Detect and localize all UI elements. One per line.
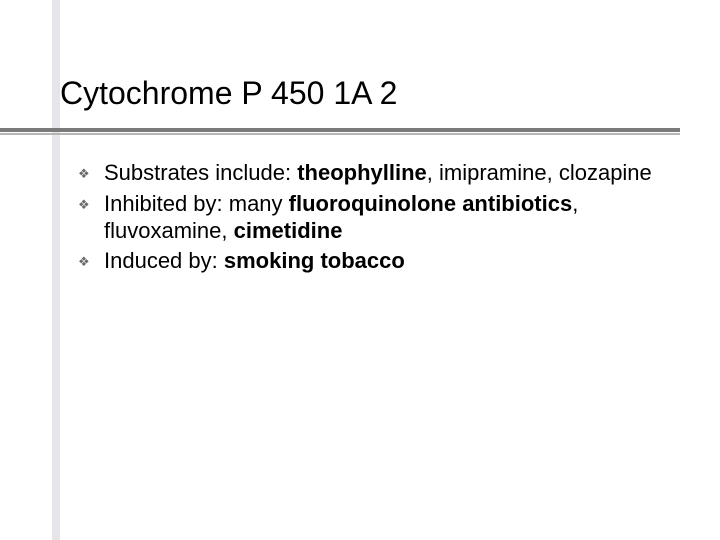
side-accent-bar — [52, 0, 60, 540]
text-run: fluoroquinolone antibiotics — [289, 191, 573, 216]
text-run: theophylline — [297, 160, 427, 185]
text-run: , imipramine, clozapine — [427, 160, 652, 185]
text-run: Inhibited by: many — [104, 191, 289, 216]
bullet-text: Inhibited by: many fluoroquinolone antib… — [104, 191, 660, 245]
bullet-text: Substrates include: theophylline, imipra… — [104, 160, 660, 187]
bullet-text: Induced by: smoking tobacco — [104, 248, 660, 275]
text-run: Induced by: — [104, 248, 224, 273]
text-run: Substrates include: — [104, 160, 297, 185]
bullet-item: ❖Substrates include: theophylline, imipr… — [78, 160, 660, 187]
bullet-list: ❖Substrates include: theophylline, imipr… — [78, 160, 660, 275]
diamond-bullet-icon: ❖ — [78, 248, 104, 270]
title-area: Cytochrome P 450 1A 2 — [60, 75, 680, 122]
diamond-bullet-icon: ❖ — [78, 191, 104, 213]
title-rule — [0, 128, 680, 135]
slide: Cytochrome P 450 1A 2 ❖Substrates includ… — [0, 0, 720, 540]
slide-title: Cytochrome P 450 1A 2 — [60, 75, 680, 122]
bullet-item: ❖Induced by: smoking tobacco — [78, 248, 660, 275]
body-area: ❖Substrates include: theophylline, imipr… — [78, 160, 660, 279]
title-rule-thin — [0, 133, 680, 135]
bullet-item: ❖Inhibited by: many fluoroquinolone anti… — [78, 191, 660, 245]
diamond-bullet-icon: ❖ — [78, 160, 104, 182]
title-rule-thick — [0, 128, 680, 132]
text-run: cimetidine — [234, 218, 343, 243]
text-run: smoking tobacco — [224, 248, 405, 273]
